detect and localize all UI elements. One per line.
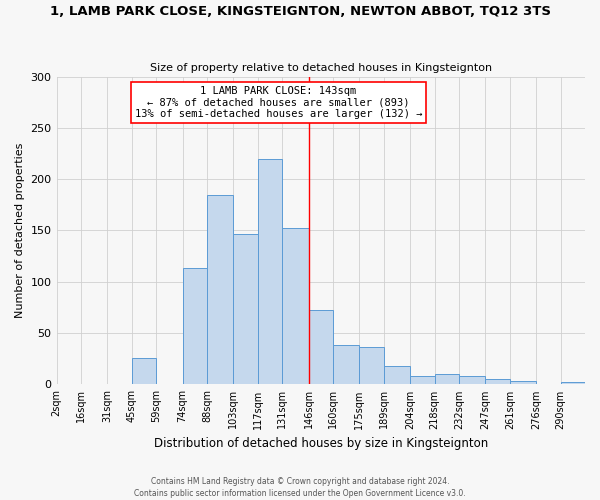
Bar	[434, 374, 459, 384]
Bar	[207, 194, 233, 384]
Text: 1, LAMB PARK CLOSE, KINGSTEIGNTON, NEWTON ABBOT, TQ12 3TS: 1, LAMB PARK CLOSE, KINGSTEIGNTON, NEWTO…	[49, 5, 551, 18]
Bar	[333, 346, 359, 385]
Title: Size of property relative to detached houses in Kingsteignton: Size of property relative to detached ho…	[150, 63, 492, 73]
Bar	[560, 382, 585, 384]
Y-axis label: Number of detached properties: Number of detached properties	[15, 143, 25, 318]
Bar	[132, 358, 156, 384]
Bar	[282, 228, 308, 384]
Bar	[510, 382, 536, 384]
Bar	[359, 348, 384, 385]
Bar	[459, 376, 485, 384]
Text: 1 LAMB PARK CLOSE: 143sqm
← 87% of detached houses are smaller (893)
13% of semi: 1 LAMB PARK CLOSE: 143sqm ← 87% of detac…	[135, 86, 422, 119]
Bar	[410, 376, 434, 384]
Bar	[258, 158, 282, 384]
Bar	[182, 268, 207, 384]
Bar	[233, 234, 258, 384]
Bar	[384, 366, 410, 384]
Bar	[485, 380, 510, 384]
Bar	[308, 310, 333, 384]
X-axis label: Distribution of detached houses by size in Kingsteignton: Distribution of detached houses by size …	[154, 437, 488, 450]
Text: Contains HM Land Registry data © Crown copyright and database right 2024.
Contai: Contains HM Land Registry data © Crown c…	[134, 476, 466, 498]
